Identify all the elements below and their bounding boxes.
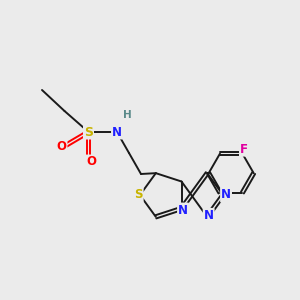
Text: N: N <box>178 203 188 217</box>
Text: S: S <box>84 125 93 139</box>
Text: H: H <box>123 110 132 121</box>
Text: S: S <box>134 188 143 202</box>
Text: O: O <box>56 140 67 154</box>
Text: N: N <box>204 209 214 222</box>
Text: N: N <box>221 188 231 202</box>
Text: N: N <box>112 125 122 139</box>
Text: F: F <box>240 143 248 156</box>
Text: O: O <box>86 155 97 169</box>
